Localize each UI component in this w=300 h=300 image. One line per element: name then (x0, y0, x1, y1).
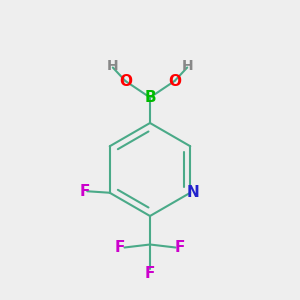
Text: F: F (145, 266, 155, 281)
Text: O: O (119, 74, 132, 88)
Text: H: H (107, 59, 118, 73)
Text: N: N (186, 185, 199, 200)
Text: B: B (144, 90, 156, 105)
Text: F: F (175, 240, 185, 255)
Text: O: O (168, 74, 181, 88)
Text: F: F (115, 240, 125, 255)
Text: F: F (80, 184, 90, 199)
Text: H: H (182, 59, 193, 73)
